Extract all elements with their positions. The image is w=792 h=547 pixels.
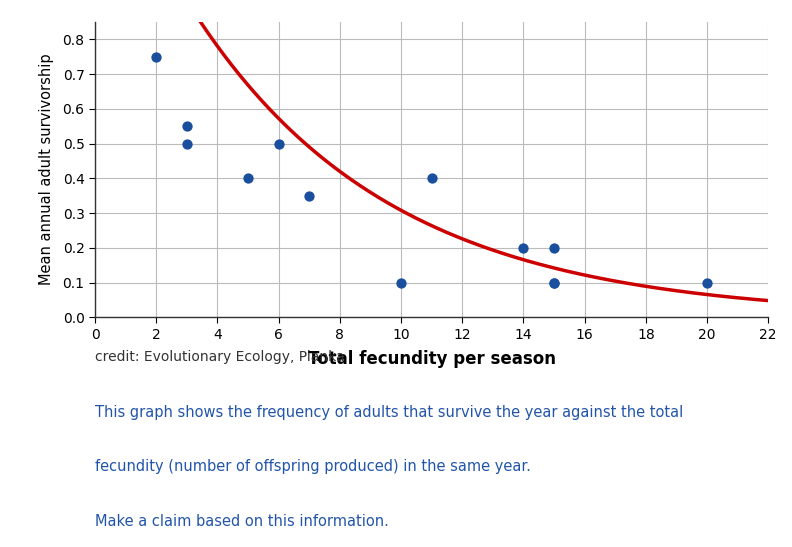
Point (548, 278, 561, 287)
Point (548, 278, 561, 287)
Point (181, 122, 193, 131)
Point (394, 278, 407, 287)
Point (272, 139, 285, 148)
Point (242, 174, 254, 183)
Point (548, 243, 561, 252)
Point (181, 139, 193, 148)
Text: This graph shows the frequency of adults that survive the year against the total: This graph shows the frequency of adults… (95, 405, 683, 420)
Point (425, 174, 438, 183)
Y-axis label: Mean annual adult survivorship: Mean annual adult survivorship (40, 54, 55, 286)
Text: credit: Evolutionary Ecology, Pianka: credit: Evolutionary Ecology, Pianka (95, 350, 345, 364)
Point (303, 191, 315, 200)
Point (701, 278, 714, 287)
Text: fecundity (number of offspring produced) in the same year.: fecundity (number of offspring produced)… (95, 459, 531, 474)
Point (517, 243, 530, 252)
Point (150, 53, 162, 61)
Text: Make a claim based on this information.: Make a claim based on this information. (95, 514, 389, 529)
X-axis label: Total fecundity per season: Total fecundity per season (307, 350, 556, 368)
